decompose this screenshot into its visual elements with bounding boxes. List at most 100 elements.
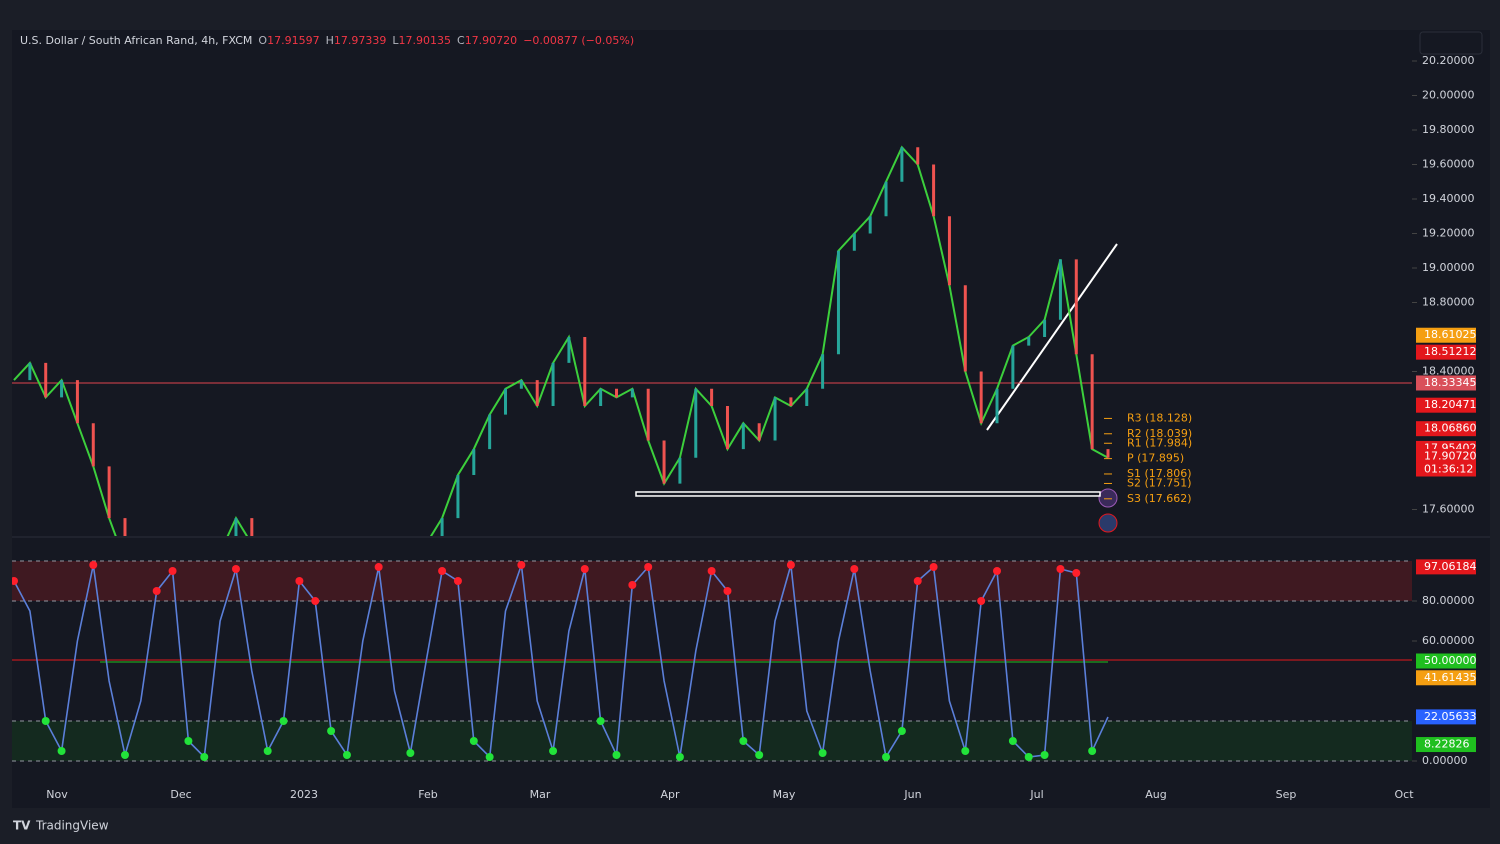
overbought-dot [977, 597, 986, 605]
pivot-label: R3 (18.128) [1127, 411, 1192, 424]
oversold-dot [1024, 753, 1033, 761]
oversold-dot [739, 737, 748, 745]
oversold-dot [549, 747, 558, 755]
y-tick-label: 60.00000 [1422, 634, 1475, 647]
overbought-zone [12, 561, 1412, 601]
event-icon[interactable] [1098, 488, 1118, 508]
price-badge-label: 18.06860 [1424, 422, 1477, 435]
overbought-dot [707, 567, 716, 575]
price-badge-label: 18.51212 [1424, 345, 1477, 358]
oversold-dot [406, 749, 415, 757]
overbought-dot [89, 561, 98, 569]
x-tick-label: Feb [418, 788, 437, 801]
oversold-dot [120, 751, 129, 759]
chart-area [12, 30, 1490, 808]
oversold-dot [469, 737, 478, 745]
overbought-dot [152, 587, 161, 595]
oversold-dot [596, 717, 605, 725]
overbought-dot [850, 565, 859, 573]
overbought-dot [311, 597, 320, 605]
oversold-zone [12, 721, 1412, 761]
osc-badge [1416, 653, 1476, 669]
x-tick-label: May [773, 788, 796, 801]
oversold-dot [57, 747, 66, 755]
overbought-dot [295, 577, 304, 585]
osc-badge-label: 41.61435 [1424, 671, 1477, 684]
pivot-label: R2 (18.039) [1127, 427, 1192, 440]
flag-icon[interactable] [1098, 513, 1118, 533]
pivot-label: S3 (17.662) [1127, 492, 1192, 505]
y-tick-label: 0.00000 [1422, 754, 1468, 767]
oversold-dot [755, 751, 764, 759]
oversold-dot [184, 737, 193, 745]
y-tick-label: 20.20000 [1422, 54, 1475, 67]
oversold-dot [1008, 737, 1017, 745]
x-tick-label: Apr [660, 788, 680, 801]
price-badge-label: 18.20471 [1424, 398, 1477, 411]
x-tick-label: Aug [1145, 788, 1166, 801]
pivot-label: R1 (17.984) [1127, 436, 1192, 449]
overbought-dot [1072, 569, 1081, 577]
overbought-dot [517, 561, 526, 569]
osc-badge [1416, 559, 1476, 575]
oversold-dot [818, 749, 827, 757]
field-value: 17.90720 [465, 34, 518, 47]
x-tick-label: Sep [1276, 788, 1297, 801]
overbought-dot [993, 567, 1002, 575]
oversold-dot [41, 717, 50, 725]
y-tick-label: 17.60000 [1422, 503, 1475, 516]
brand: TradingView [35, 819, 109, 833]
oscillator-line [13, 564, 1109, 760]
price-badge-label: 17.90720 [1424, 450, 1477, 463]
support-line [635, 491, 1101, 497]
price-badge [1416, 375, 1476, 391]
price-badge [1416, 344, 1476, 360]
field-key: L [392, 34, 399, 47]
overbought-dot [12, 577, 18, 585]
overbought-dot [1056, 565, 1065, 573]
field-key: O [258, 34, 267, 47]
y-tick-label: 19.60000 [1422, 158, 1475, 171]
overbought-dot [644, 563, 653, 571]
x-tick-label: Mar [530, 788, 551, 801]
price-badge [1416, 421, 1476, 437]
y-tick-label: 18.40000 [1422, 365, 1475, 378]
y-tick-label: 80.00000 [1422, 594, 1475, 607]
oversold-dot [279, 717, 288, 725]
header: U.S. Dollar / South African Rand, 4h, FX… [20, 34, 634, 47]
y-tick-label: 18.80000 [1422, 296, 1475, 309]
osc-badge-label: 50.00000 [1424, 654, 1477, 667]
overbought-dot [453, 577, 462, 585]
field-value: 17.97339 [334, 34, 387, 47]
oversold-dot [342, 751, 351, 759]
overbought-dot [628, 581, 637, 589]
axis-button[interactable] [1419, 31, 1483, 55]
x-tick-label: 2023 [290, 788, 318, 801]
oversold-dot [612, 751, 621, 759]
oversold-dot [485, 753, 494, 761]
field-key: C [457, 34, 465, 47]
oversold-dot [1040, 751, 1049, 759]
price-badge [1416, 449, 1476, 465]
overbought-dot [913, 577, 922, 585]
oversold-dot [897, 727, 906, 735]
field-key: H [326, 34, 334, 47]
pivot-label: P (17.895) [1127, 452, 1184, 465]
x-tick-label: Nov [46, 788, 68, 801]
osc-badge-label: 22.05633 [1424, 710, 1477, 723]
overbought-dot [438, 567, 447, 575]
oversold-dot [263, 747, 272, 755]
y-tick-label: 19.80000 [1422, 123, 1475, 136]
osc-badge [1416, 670, 1476, 686]
overbought-dot [168, 567, 177, 575]
osc-badge-label: 8.22826 [1424, 738, 1470, 751]
y-tick-label: 19.00000 [1422, 261, 1475, 274]
pivot-label: S2 (17.751) [1127, 476, 1192, 489]
x-tick-label: Jul [1029, 788, 1043, 801]
osc-badge-label: 97.06184 [1424, 560, 1477, 573]
brand-logo: TV [13, 819, 31, 833]
oversold-dot [882, 753, 891, 761]
oversold-dot [1088, 747, 1097, 755]
oversold-dot [200, 753, 209, 761]
